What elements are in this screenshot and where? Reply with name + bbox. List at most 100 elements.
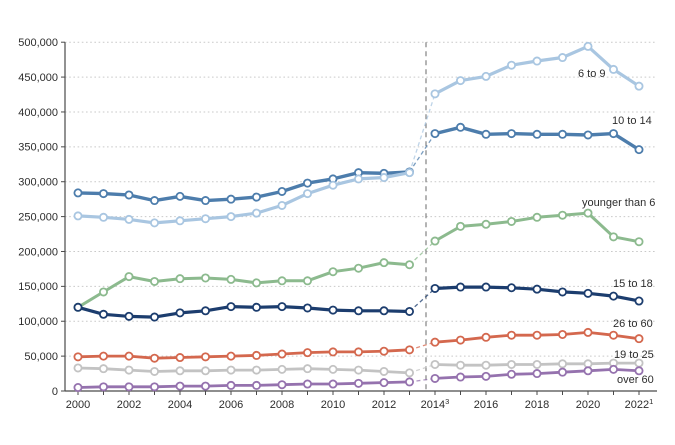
data-point-younger-than-6 <box>609 232 619 242</box>
data-point-15-to-18 <box>124 311 134 321</box>
data-point-19-to-25 <box>379 366 389 376</box>
data-point-26-to-60 <box>506 330 516 340</box>
data-point-15-to-18 <box>583 288 593 298</box>
data-point-15-to-18 <box>226 302 236 312</box>
series-break-connector-younger-than-6 <box>409 240 436 266</box>
data-point-6-to-9 <box>175 216 185 226</box>
data-point-over-60 <box>149 382 159 392</box>
data-point-10-to-14 <box>251 192 261 202</box>
data-point-15-to-18 <box>353 306 363 316</box>
data-point-younger-than-6 <box>558 210 568 220</box>
data-point-26-to-60 <box>430 337 440 347</box>
data-point-over-60 <box>634 366 644 376</box>
y-tick-label: 100,000 <box>18 316 58 328</box>
data-point-19-to-25 <box>506 359 516 369</box>
data-point-26-to-60 <box>124 351 134 361</box>
data-point-younger-than-6 <box>175 274 185 284</box>
data-point-6-to-9 <box>277 200 287 210</box>
data-point-15-to-18 <box>506 283 516 293</box>
data-point-26-to-60 <box>455 335 465 345</box>
data-point-6-to-9 <box>99 212 109 222</box>
data-point-10-to-14 <box>634 145 644 155</box>
y-tick-label: 250,000 <box>18 211 58 223</box>
series-label-10-to-14: 10 to 14 <box>612 115 652 127</box>
data-point-15-to-18 <box>251 302 261 312</box>
data-point-19-to-25 <box>532 359 542 369</box>
data-point-over-60 <box>506 369 516 379</box>
data-point-over-60 <box>200 381 210 391</box>
data-point-15-to-18 <box>302 303 312 313</box>
data-point-19-to-25 <box>302 364 312 374</box>
data-point-10-to-14 <box>506 129 516 139</box>
data-point-6-to-9 <box>226 212 236 222</box>
data-point-19-to-25 <box>251 365 261 375</box>
data-point-over-60 <box>481 371 491 381</box>
data-point-10-to-14 <box>302 178 312 188</box>
x-tick-label: 2002 <box>117 399 141 411</box>
data-point-10-to-14 <box>99 189 109 199</box>
y-tick-label: 150,000 <box>18 281 58 293</box>
data-point-6-to-9 <box>481 71 491 81</box>
data-point-26-to-60 <box>226 351 236 361</box>
series-label-younger-than-6: younger than 6 <box>582 197 655 209</box>
data-point-over-60 <box>302 379 312 389</box>
data-point-6-to-9 <box>609 64 619 74</box>
x-tick-label: 2012 <box>372 399 396 411</box>
data-point-26-to-60 <box>353 347 363 357</box>
data-point-younger-than-6 <box>455 221 465 231</box>
data-point-15-to-18 <box>175 308 185 318</box>
data-point-10-to-14 <box>226 194 236 204</box>
data-point-26-to-60 <box>149 353 159 363</box>
x-tick-label: 2018 <box>525 399 549 411</box>
data-point-19-to-25 <box>149 366 159 376</box>
data-point-15-to-18 <box>328 305 338 315</box>
data-point-26-to-60 <box>99 351 109 361</box>
data-point-over-60 <box>328 379 338 389</box>
data-point-younger-than-6 <box>379 258 389 268</box>
data-point-10-to-14 <box>430 129 440 139</box>
data-point-10-to-14 <box>558 129 568 139</box>
data-point-over-60 <box>226 380 236 390</box>
data-point-over-60 <box>404 377 414 387</box>
data-point-19-to-25 <box>277 364 287 374</box>
data-point-over-60 <box>532 369 542 379</box>
data-point-younger-than-6 <box>302 276 312 286</box>
data-point-younger-than-6 <box>149 276 159 286</box>
data-point-6-to-9 <box>532 56 542 66</box>
data-point-15-to-18 <box>149 312 159 322</box>
data-point-10-to-14 <box>481 129 491 139</box>
data-point-over-60 <box>430 373 440 383</box>
series-label-6-to-9: 6 to 9 <box>578 68 606 80</box>
data-point-6-to-9 <box>583 41 593 51</box>
data-point-26-to-60 <box>404 345 414 355</box>
series-label-19-to-25: 19 to 25 <box>614 349 654 361</box>
data-point-6-to-9 <box>149 218 159 228</box>
data-point-19-to-25 <box>481 360 491 370</box>
data-point-26-to-60 <box>481 332 491 342</box>
data-point-over-60 <box>175 381 185 391</box>
data-point-10-to-14 <box>532 129 542 139</box>
data-point-26-to-60 <box>73 352 83 362</box>
data-point-over-60 <box>353 378 363 388</box>
series-break-connector-15-to-18 <box>409 287 436 312</box>
data-point-6-to-9 <box>455 76 465 86</box>
data-point-over-60 <box>124 382 134 392</box>
data-point-26-to-60 <box>609 330 619 340</box>
data-point-15-to-18 <box>99 309 109 319</box>
x-tick-label: 20143 <box>421 397 450 411</box>
data-point-6-to-9 <box>124 214 134 224</box>
data-point-younger-than-6 <box>506 216 516 226</box>
data-point-10-to-14 <box>277 186 287 196</box>
y-tick-label: 0 <box>52 386 58 398</box>
data-point-15-to-18 <box>277 302 287 312</box>
data-point-26-to-60 <box>200 352 210 362</box>
data-point-26-to-60 <box>251 350 261 360</box>
data-point-6-to-9 <box>200 214 210 224</box>
series-label-26-to-60: 26 to 60 <box>613 318 653 330</box>
data-point-15-to-18 <box>455 282 465 292</box>
x-tick-label: 2000 <box>66 399 90 411</box>
data-point-over-60 <box>455 372 465 382</box>
data-point-younger-than-6 <box>328 267 338 277</box>
